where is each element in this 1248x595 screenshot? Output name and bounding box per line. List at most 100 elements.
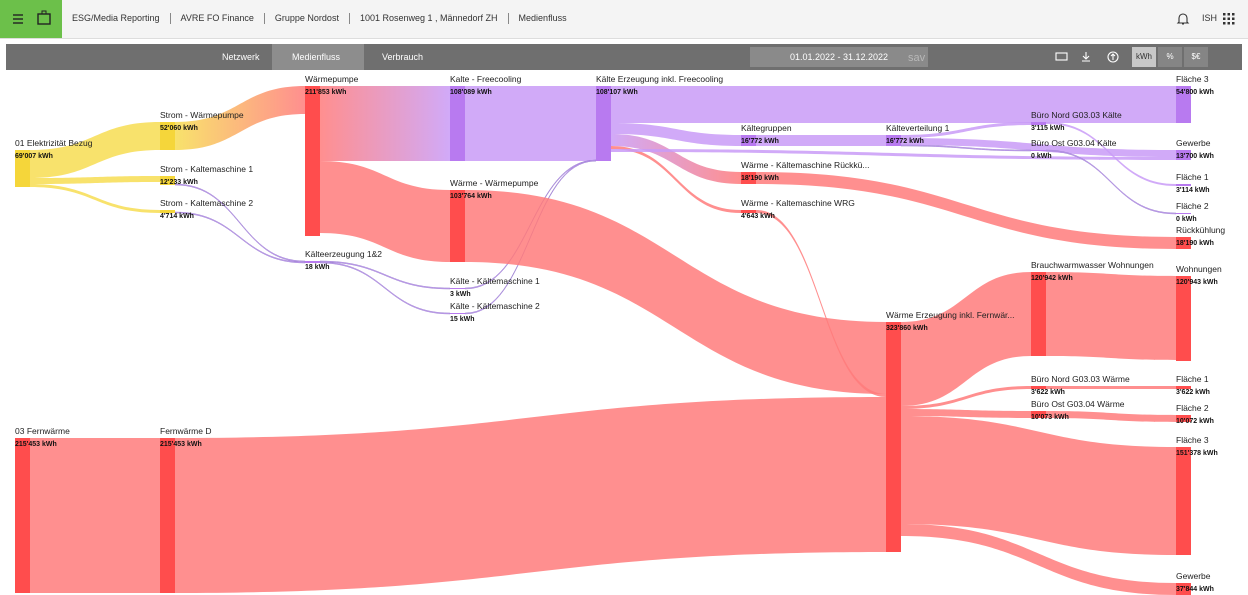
node bbox=[1176, 386, 1191, 389]
tab-label: Netzwerk bbox=[222, 52, 260, 62]
node bbox=[15, 438, 30, 593]
node-label: Wohnungen bbox=[1176, 264, 1222, 274]
node-label: Strom - Kaltemaschine 1 bbox=[160, 164, 253, 174]
node bbox=[1176, 86, 1191, 123]
node bbox=[450, 86, 465, 161]
node-value: 108'089 kWh bbox=[450, 89, 492, 96]
node bbox=[1031, 272, 1046, 356]
flow-link bbox=[30, 438, 160, 593]
node-value: 15 kWh bbox=[450, 316, 475, 323]
flow-link bbox=[1046, 122, 1176, 186]
unit-button[interactable]: $€ bbox=[1184, 47, 1208, 67]
node-label: Gewerbe bbox=[1176, 571, 1211, 581]
node-value: 18'190 kWh bbox=[1176, 240, 1214, 247]
node-label: Fläche 1 bbox=[1176, 374, 1209, 384]
apps-icon[interactable] bbox=[1223, 13, 1235, 25]
flow-link bbox=[1046, 386, 1176, 389]
node-value: 69'007 kWh bbox=[15, 153, 53, 160]
node-value: 0 kWh bbox=[1176, 216, 1197, 223]
search-input[interactable]: sav bbox=[908, 52, 926, 64]
flow-link bbox=[756, 135, 886, 146]
links bbox=[30, 86, 1177, 595]
unit-button[interactable]: % bbox=[1158, 47, 1182, 67]
node-label: Kälte - Kältemaschine 1 bbox=[450, 276, 540, 286]
user-initials[interactable]: ISH bbox=[1202, 13, 1218, 23]
flow-link bbox=[465, 86, 596, 161]
flow-link bbox=[30, 176, 160, 184]
flow-link bbox=[901, 416, 1176, 555]
node-label: Büro Nord G03.03 Kälte bbox=[1031, 110, 1122, 120]
unit-button[interactable]: kWh bbox=[1132, 47, 1156, 67]
tab-active[interactable]: Medienfluss bbox=[272, 44, 364, 70]
breadcrumb[interactable]: AVRE FO Finance bbox=[169, 13, 264, 24]
flow-link bbox=[756, 172, 1176, 249]
node-label: Kältegruppen bbox=[741, 123, 792, 133]
node-value: 18 kWh bbox=[305, 264, 330, 271]
breadcrumb[interactable]: 1001 Rosenweg 1 , Männedorf ZH bbox=[348, 13, 508, 24]
node-value: 215'453 kWh bbox=[160, 441, 202, 448]
node bbox=[1031, 411, 1046, 418]
flow-link bbox=[320, 86, 450, 161]
flow-link bbox=[30, 184, 160, 213]
flow-link bbox=[465, 190, 886, 394]
toolbar: Netzwerk Medienfluss Verbrauch 01.01.202… bbox=[6, 44, 1242, 70]
node-value: 16'772 kWh bbox=[886, 138, 924, 145]
node-value: 108'107 kWh bbox=[596, 89, 638, 96]
tab[interactable]: Verbrauch bbox=[362, 44, 452, 70]
node bbox=[1031, 150, 1046, 151]
node bbox=[741, 172, 756, 184]
node-value: 10'073 kWh bbox=[1031, 414, 1069, 421]
node-value: 18'190 kWh bbox=[741, 175, 779, 182]
node-value: 215'453 kWh bbox=[15, 441, 57, 448]
bell-icon[interactable] bbox=[1176, 12, 1190, 26]
flow-link bbox=[30, 122, 160, 178]
node bbox=[160, 438, 175, 593]
date-range[interactable]: 01.01.2022 - 31.12.2022 bbox=[750, 47, 928, 67]
node-value: 3'114 kWh bbox=[1176, 187, 1210, 194]
flow-link bbox=[901, 409, 1031, 418]
node bbox=[450, 190, 465, 262]
nodes: 01 Elektrizität Bezug 69'007 kWh 03 Fernwä… bbox=[15, 74, 1225, 595]
node bbox=[1176, 276, 1191, 361]
flow-link bbox=[901, 138, 1176, 157]
toolbar-icons[interactable] bbox=[1054, 50, 1124, 64]
node bbox=[886, 135, 901, 146]
node-label: Fläche 1 bbox=[1176, 172, 1209, 182]
node-value: 103'764 kWh bbox=[450, 193, 492, 200]
node-value: 120'943 kWh bbox=[1176, 279, 1218, 286]
app-logo[interactable] bbox=[0, 0, 62, 38]
flow-link bbox=[611, 149, 1176, 160]
flow-link bbox=[174, 183, 306, 263]
flow-link bbox=[1046, 272, 1176, 360]
node-value: 16'772 kWh bbox=[741, 138, 779, 145]
tab-label: Verbrauch bbox=[382, 52, 424, 62]
node bbox=[305, 86, 320, 236]
breadcrumbs: ESG/Media Reporting AVRE FO Finance Grup… bbox=[72, 13, 577, 24]
node-label: Büro Ost G03.04 Wärme bbox=[1031, 399, 1125, 409]
node bbox=[596, 86, 611, 161]
node-value: 54'800 kWh bbox=[1176, 89, 1214, 96]
node-label: Wärme - Wärmepumpe bbox=[450, 178, 539, 188]
flow-link bbox=[901, 524, 1176, 595]
node-value: 12'233 kWh bbox=[160, 179, 198, 186]
node-value: 3'622 kWh bbox=[1176, 389, 1210, 396]
node-label: Büro Ost G03.04 Kälte bbox=[1031, 138, 1117, 148]
node-value: 4'714 kWh bbox=[160, 213, 194, 220]
breadcrumb[interactable]: ESG/Media Reporting bbox=[72, 13, 160, 23]
node bbox=[741, 135, 756, 146]
node-value: 3'115 kWh bbox=[1031, 125, 1065, 132]
breadcrumb[interactable]: Gruppe Nordost bbox=[263, 13, 349, 24]
node-label: Büro Nord G03.03 Wärme bbox=[1031, 374, 1130, 384]
node bbox=[1176, 237, 1191, 249]
node bbox=[1031, 386, 1046, 389]
icons bbox=[13, 10, 51, 25]
node bbox=[1031, 122, 1046, 125]
node bbox=[1176, 150, 1191, 160]
node-label: Strom - Kaltemaschine 2 bbox=[160, 198, 253, 208]
flow-link bbox=[1046, 411, 1176, 422]
node-value: 3'622 kWh bbox=[1031, 389, 1065, 396]
node-label: Fläche 3 bbox=[1176, 74, 1209, 84]
flow-link bbox=[319, 260, 451, 290]
tab[interactable]: Netzwerk bbox=[202, 44, 292, 70]
node-value: 0 kWh bbox=[1031, 153, 1052, 160]
